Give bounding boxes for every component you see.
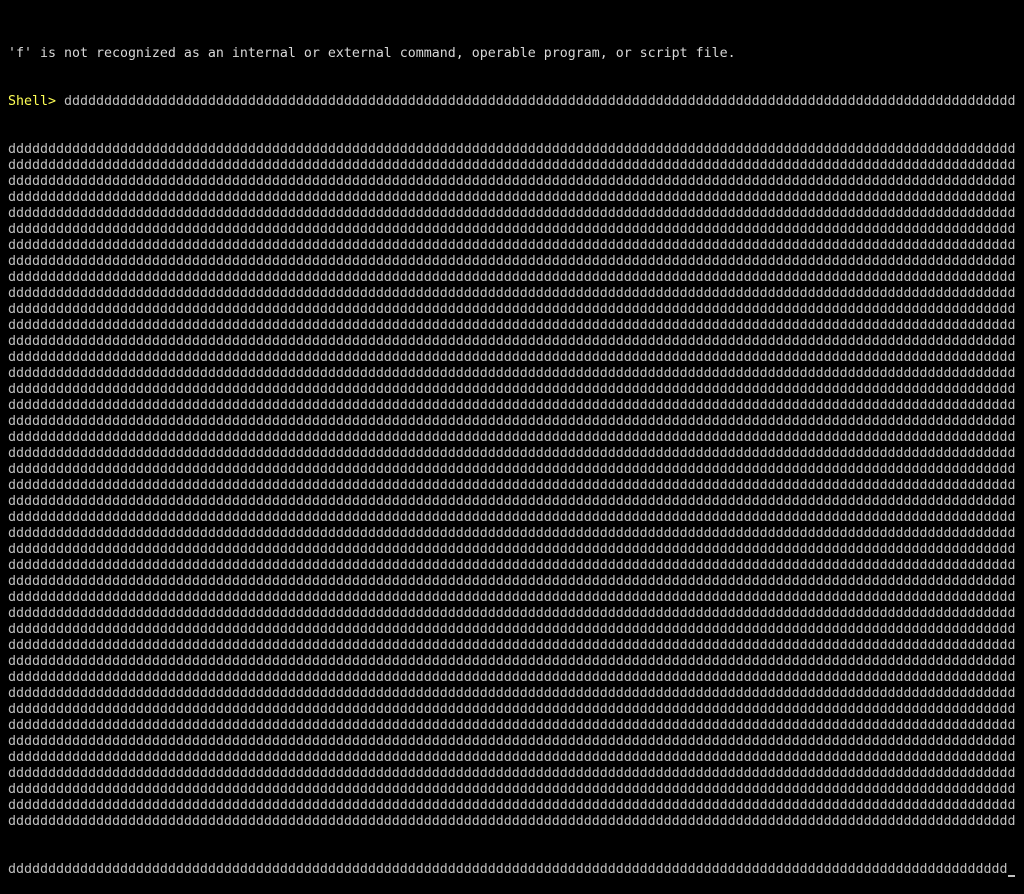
command-input-text[interactable]: dddddddddddddddddddddddddddddddddddddddd… <box>8 734 1016 749</box>
command-input-text[interactable]: dddddddddddddddddddddddddddddddddddddddd… <box>8 430 1016 445</box>
command-input-text[interactable]: dddddddddddddddddddddddddddddddddddddddd… <box>8 526 1016 541</box>
command-input-text[interactable]: dddddddddddddddddddddddddddddddddddddddd… <box>8 174 1016 189</box>
error-message: 'f' is not recognized as an internal or … <box>8 46 736 61</box>
command-input-text[interactable]: dddddddddddddddddddddddddddddddddddddddd… <box>8 590 1016 605</box>
command-input-text[interactable]: dddddddddddddddddddddddddddddddddddddddd… <box>8 462 1016 477</box>
command-input-text[interactable]: dddddddddddddddddddddddddddddddddddddddd… <box>8 366 1016 381</box>
text-cursor <box>1007 862 1016 878</box>
command-input-text[interactable]: dddddddddddddddddddddddddddddddddddddddd… <box>8 334 1016 349</box>
command-input-wrapped-rows[interactable]: dddddddddddddddddddddddddddddddddddddddd… <box>8 142 1016 830</box>
command-input-text[interactable]: dddddddddddddddddddddddddddddddddddddddd… <box>8 702 1016 717</box>
command-input-text[interactable]: dddddddddddddddddddddddddddddddddddddddd… <box>8 414 1016 429</box>
command-input-text[interactable]: dddddddddddddddddddddddddddddddddddddddd… <box>8 302 1016 317</box>
command-input-text[interactable]: dddddddddddddddddddddddddddddddddddddddd… <box>8 382 1016 397</box>
command-input-text[interactable]: dddddddddddddddddddddddddddddddddddddddd… <box>8 782 1016 797</box>
command-input-text[interactable]: dddddddddddddddddddddddddddddddddddddddd… <box>8 558 1016 573</box>
command-input-text[interactable]: dddddddddddddddddddddddddddddddddddddddd… <box>8 510 1016 525</box>
command-input-text[interactable]: dddddddddddddddddddddddddddddddddddddddd… <box>8 686 1016 701</box>
shell-console[interactable]: 'f' is not recognized as an internal or … <box>8 14 1016 894</box>
command-input-text[interactable]: dddddddddddddddddddddddddddddddddddddddd… <box>8 254 1016 269</box>
shell-prompt: Shell> <box>8 94 64 109</box>
command-input-text[interactable]: dddddddddddddddddddddddddddddddddddddddd… <box>8 622 1016 637</box>
command-input-text[interactable]: dddddddddddddddddddddddddddddddddddddddd… <box>8 286 1016 301</box>
command-input-text[interactable]: dddddddddddddddddddddddddddddddddddddddd… <box>8 238 1016 253</box>
command-input-text[interactable]: dddddddddddddddddddddddddddddddddddddddd… <box>8 606 1016 621</box>
command-input-text[interactable]: dddddddddddddddddddddddddddddddddddddddd… <box>8 350 1016 365</box>
command-input-text[interactable]: dddddddddddddddddddddddddddddddddddddddd… <box>8 222 1016 237</box>
command-input-text[interactable]: dddddddddddddddddddddddddddddddddddddddd… <box>8 718 1016 733</box>
command-input-text[interactable]: dddddddddddddddddddddddddddddddddddddddd… <box>8 654 1016 669</box>
command-input-text[interactable]: dddddddddddddddddddddddddddddddddddddddd… <box>8 798 1016 813</box>
command-input-text[interactable]: dddddddddddddddddddddddddddddddddddddddd… <box>8 766 1016 781</box>
command-input-text[interactable]: dddddddddddddddddddddddddddddddddddddddd… <box>8 862 1008 877</box>
command-input-text[interactable]: dddddddddddddddddddddddddddddddddddddddd… <box>8 158 1016 173</box>
command-input-text[interactable]: dddddddddddddddddddddddddddddddddddddddd… <box>8 478 1016 493</box>
command-line-last-row[interactable]: dddddddddddddddddddddddddddddddddddddddd… <box>8 862 1016 878</box>
command-line-first-row[interactable]: Shell> ddddddddddddddddddddddddddddddddd… <box>8 94 1016 110</box>
command-input-text[interactable]: dddddddddddddddddddddddddddddddddddddddd… <box>8 750 1016 765</box>
command-input-text[interactable]: dddddddddddddddddddddddddddddddddddddddd… <box>8 190 1016 205</box>
command-input-text[interactable]: dddddddddddddddddddddddddddddddddddddddd… <box>8 574 1016 589</box>
command-input-text[interactable]: dddddddddddddddddddddddddddddddddddddddd… <box>8 142 1016 157</box>
command-input-text[interactable]: dddddddddddddddddddddddddddddddddddddddd… <box>8 670 1016 685</box>
command-input-text[interactable]: dddddddddddddddddddddddddddddddddddddddd… <box>8 398 1016 413</box>
command-input-text[interactable]: dddddddddddddddddddddddddddddddddddddddd… <box>8 494 1016 509</box>
command-input-text[interactable]: dddddddddddddddddddddddddddddddddddddddd… <box>8 206 1016 221</box>
command-input-text[interactable]: dddddddddddddddddddddddddddddddddddddddd… <box>8 318 1016 333</box>
command-input-text[interactable]: dddddddddddddddddddddddddddddddddddddddd… <box>63 94 1016 109</box>
command-input-text[interactable]: dddddddddddddddddddddddddddddddddddddddd… <box>8 638 1016 653</box>
command-input-text[interactable]: dddddddddddddddddddddddddddddddddddddddd… <box>8 542 1016 557</box>
command-input-text[interactable]: dddddddddddddddddddddddddddddddddddddddd… <box>8 814 1016 829</box>
command-input-text[interactable]: dddddddddddddddddddddddddddddddddddddddd… <box>8 270 1016 285</box>
command-input-text[interactable]: dddddddddddddddddddddddddddddddddddddddd… <box>8 446 1016 461</box>
